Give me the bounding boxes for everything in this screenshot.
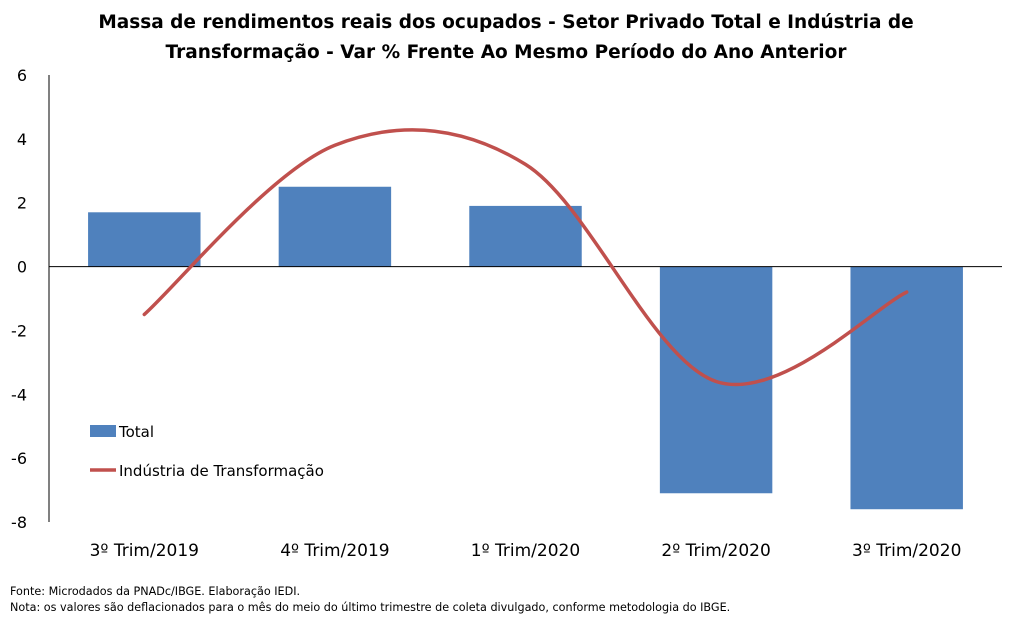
chart-title: Massa de rendimentos reais dos ocupados … bbox=[0, 8, 1012, 68]
legend-swatch-total bbox=[90, 425, 116, 437]
bar-total bbox=[850, 266, 963, 510]
x-tick-label: 3º Trim/2020 bbox=[852, 541, 961, 561]
x-tick-label: 4º Trim/2019 bbox=[280, 541, 389, 561]
bar-total bbox=[88, 212, 201, 267]
bar-total bbox=[469, 205, 582, 267]
bar-total bbox=[278, 186, 392, 267]
chart-title-line-2: Transformação - Var % Frente Ao Mesmo Pe… bbox=[165, 42, 847, 63]
source-note: Fonte: Microdados da PNADc/IBGE. Elabora… bbox=[10, 585, 301, 598]
y-tick-label: 6 bbox=[17, 66, 27, 85]
y-axis-tick-labels: 6 4 2 0 -2 -4 -6 -8 bbox=[11, 66, 27, 532]
y-tick-label: -2 bbox=[11, 321, 27, 340]
legend-label-industria: Indústria de Transformação bbox=[119, 462, 324, 480]
chart-title-line-1: Massa de rendimentos reais dos ocupados … bbox=[98, 12, 914, 33]
y-tick-label: -6 bbox=[11, 449, 27, 468]
chart-footer: Fonte: Microdados da PNADc/IBGE. Elabora… bbox=[10, 584, 730, 616]
legend-label-total: Total bbox=[118, 423, 154, 441]
x-tick-label: 1º Trim/2020 bbox=[471, 541, 580, 561]
y-tick-label: -8 bbox=[11, 513, 27, 532]
y-tick-label: 0 bbox=[17, 258, 27, 277]
methodology-note: Nota: os valores são deflacionados para … bbox=[10, 601, 731, 614]
legend: Total Indústria de Transformação bbox=[90, 423, 324, 480]
y-tick-label: -4 bbox=[11, 385, 27, 404]
chart-canvas: 6 4 2 0 -2 -4 -6 -8 3º Trim/2019 4º Trim/2019 1º … bbox=[11, 66, 1002, 561]
line-series-industria bbox=[142, 128, 909, 387]
x-tick-label: 2º Trim/2020 bbox=[661, 541, 770, 561]
y-tick-label: 2 bbox=[17, 194, 27, 213]
x-tick-label: 3º Trim/2019 bbox=[90, 541, 199, 561]
x-axis-tick-labels: 3º Trim/2019 4º Trim/2019 1º Trim/2020 2º T… bbox=[90, 541, 962, 561]
y-tick-label: 4 bbox=[17, 130, 27, 149]
bar-series-total bbox=[88, 186, 963, 510]
